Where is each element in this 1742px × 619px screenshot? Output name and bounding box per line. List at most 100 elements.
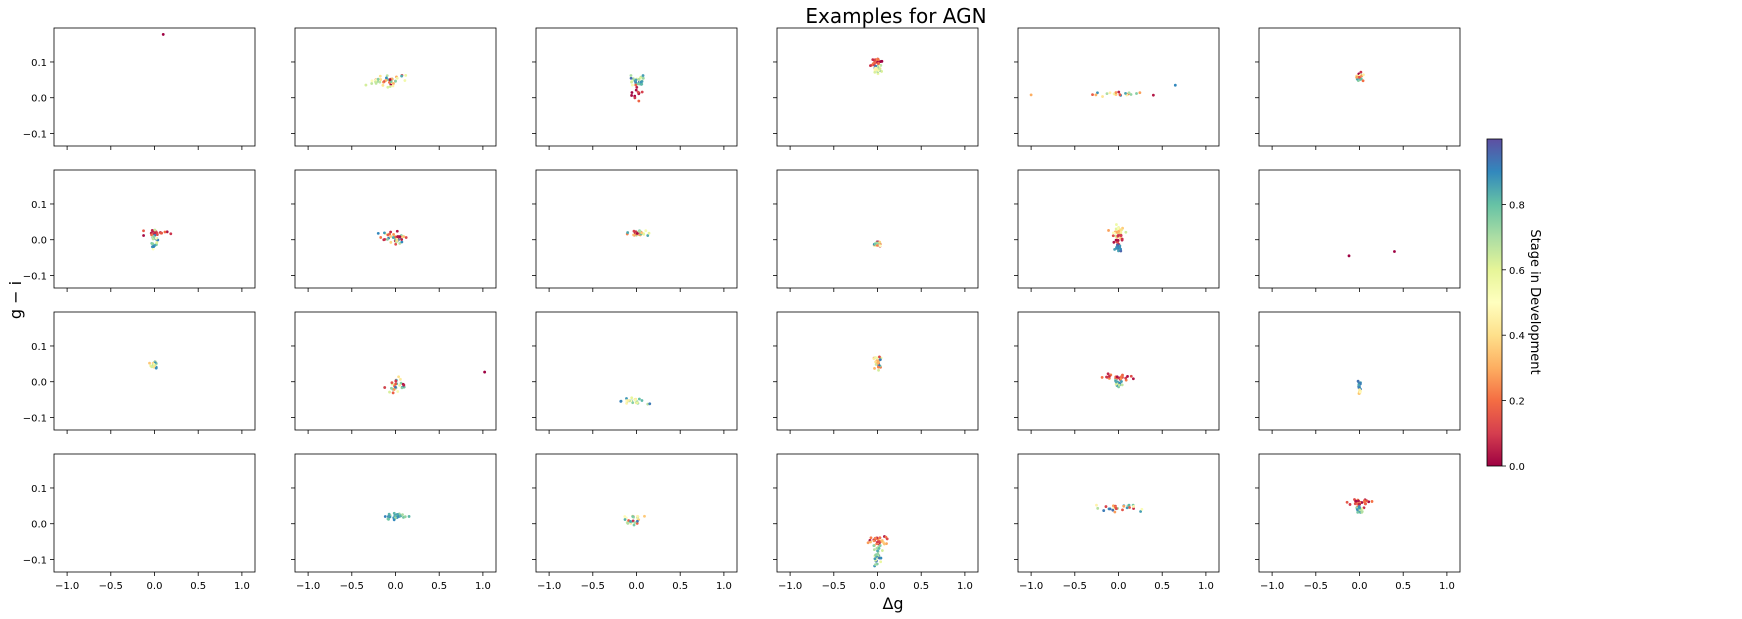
y-tick-label: 0.0 <box>31 94 47 105</box>
data-point <box>637 99 641 103</box>
data-point <box>885 542 888 546</box>
data-point <box>874 66 877 70</box>
data-point <box>395 229 399 233</box>
data-point <box>631 515 635 518</box>
data-point <box>637 397 641 401</box>
subplot-1-4 <box>773 27 979 150</box>
data-point <box>388 85 392 88</box>
data-point <box>632 233 636 237</box>
data-point <box>403 515 407 519</box>
data-point <box>402 235 406 238</box>
subplot-2-2 <box>291 169 497 292</box>
data-point <box>1116 234 1120 237</box>
data-point <box>1355 508 1359 511</box>
colorbar-tick-label: 0.2 <box>1509 397 1525 408</box>
subplot-frame <box>53 311 256 431</box>
data-point <box>873 242 877 246</box>
data-point <box>874 64 877 68</box>
data-point <box>874 360 878 364</box>
data-point <box>1173 83 1177 87</box>
x-tick-label: −0.5 <box>822 581 846 592</box>
data-point <box>1359 70 1363 74</box>
data-point <box>397 375 401 379</box>
x-axis-label: Δg <box>882 594 903 613</box>
data-point <box>364 83 368 87</box>
data-point <box>388 78 392 82</box>
subplot-frame <box>1258 311 1461 431</box>
data-point <box>885 537 889 541</box>
subplot-frame <box>1017 453 1220 573</box>
data-point <box>633 521 637 524</box>
subplot-1-3 <box>532 27 738 150</box>
subplot-frame <box>1017 311 1220 431</box>
data-point <box>626 521 630 525</box>
data-point <box>634 83 638 87</box>
subplot-frame <box>535 453 738 573</box>
data-point <box>877 368 880 372</box>
data-point <box>869 536 873 540</box>
y-tick-label: −0.1 <box>23 129 47 140</box>
y-tick-label: 0.1 <box>31 342 47 353</box>
x-tick-label: 1.0 <box>234 581 250 592</box>
data-point <box>400 240 404 244</box>
data-point <box>376 77 380 81</box>
data-point <box>876 361 880 365</box>
data-point <box>1358 502 1362 506</box>
subplot-frame <box>776 169 979 289</box>
data-point <box>1114 93 1118 97</box>
data-point <box>153 228 157 232</box>
data-point <box>392 511 396 515</box>
data-point <box>396 235 400 238</box>
subplot-2-3 <box>532 169 738 292</box>
data-point <box>1115 375 1119 379</box>
data-point <box>635 86 639 89</box>
data-point <box>1348 503 1352 506</box>
data-point <box>636 90 640 94</box>
data-point <box>382 238 386 242</box>
y-tick-label: 0.1 <box>31 484 47 495</box>
data-point <box>386 85 390 89</box>
data-point <box>1096 506 1100 510</box>
data-point <box>1096 91 1099 95</box>
y-tick-label: 0.0 <box>31 520 47 531</box>
data-point <box>1111 234 1115 238</box>
data-point <box>630 83 634 87</box>
data-point <box>1360 510 1364 514</box>
data-point <box>648 402 652 406</box>
data-point <box>1357 383 1361 387</box>
data-point <box>630 396 634 400</box>
data-point <box>879 560 883 564</box>
data-point <box>483 370 487 374</box>
data-point <box>1132 507 1135 510</box>
data-point <box>882 542 886 546</box>
data-point <box>1358 388 1361 392</box>
data-point <box>403 79 407 82</box>
subplot-frame <box>535 311 738 431</box>
data-point <box>1114 382 1118 386</box>
data-point <box>871 58 875 62</box>
y-tick-label: 0.0 <box>31 236 47 247</box>
data-point <box>869 540 872 544</box>
data-point <box>398 241 402 245</box>
data-point <box>1127 503 1131 507</box>
x-tick-label: 1.0 <box>475 581 491 592</box>
data-point <box>878 544 882 547</box>
data-point <box>1132 505 1136 508</box>
data-point <box>1126 375 1129 378</box>
data-point <box>1347 254 1351 258</box>
data-point <box>880 539 884 542</box>
data-point <box>148 361 151 365</box>
subplot-1-2 <box>291 27 497 150</box>
data-point <box>392 518 396 522</box>
data-point <box>379 236 383 239</box>
data-point <box>1117 249 1120 253</box>
subplot-3-4 <box>773 311 979 434</box>
data-point <box>1108 91 1112 95</box>
data-point <box>1119 234 1123 238</box>
data-point <box>1116 238 1120 242</box>
y-tick-label: 0.0 <box>31 378 47 389</box>
colorbar-tick-label: 0.6 <box>1509 266 1525 277</box>
x-tick-label: 0.0 <box>388 581 404 592</box>
data-point <box>407 515 411 518</box>
subplot-2-6 <box>1255 169 1461 292</box>
